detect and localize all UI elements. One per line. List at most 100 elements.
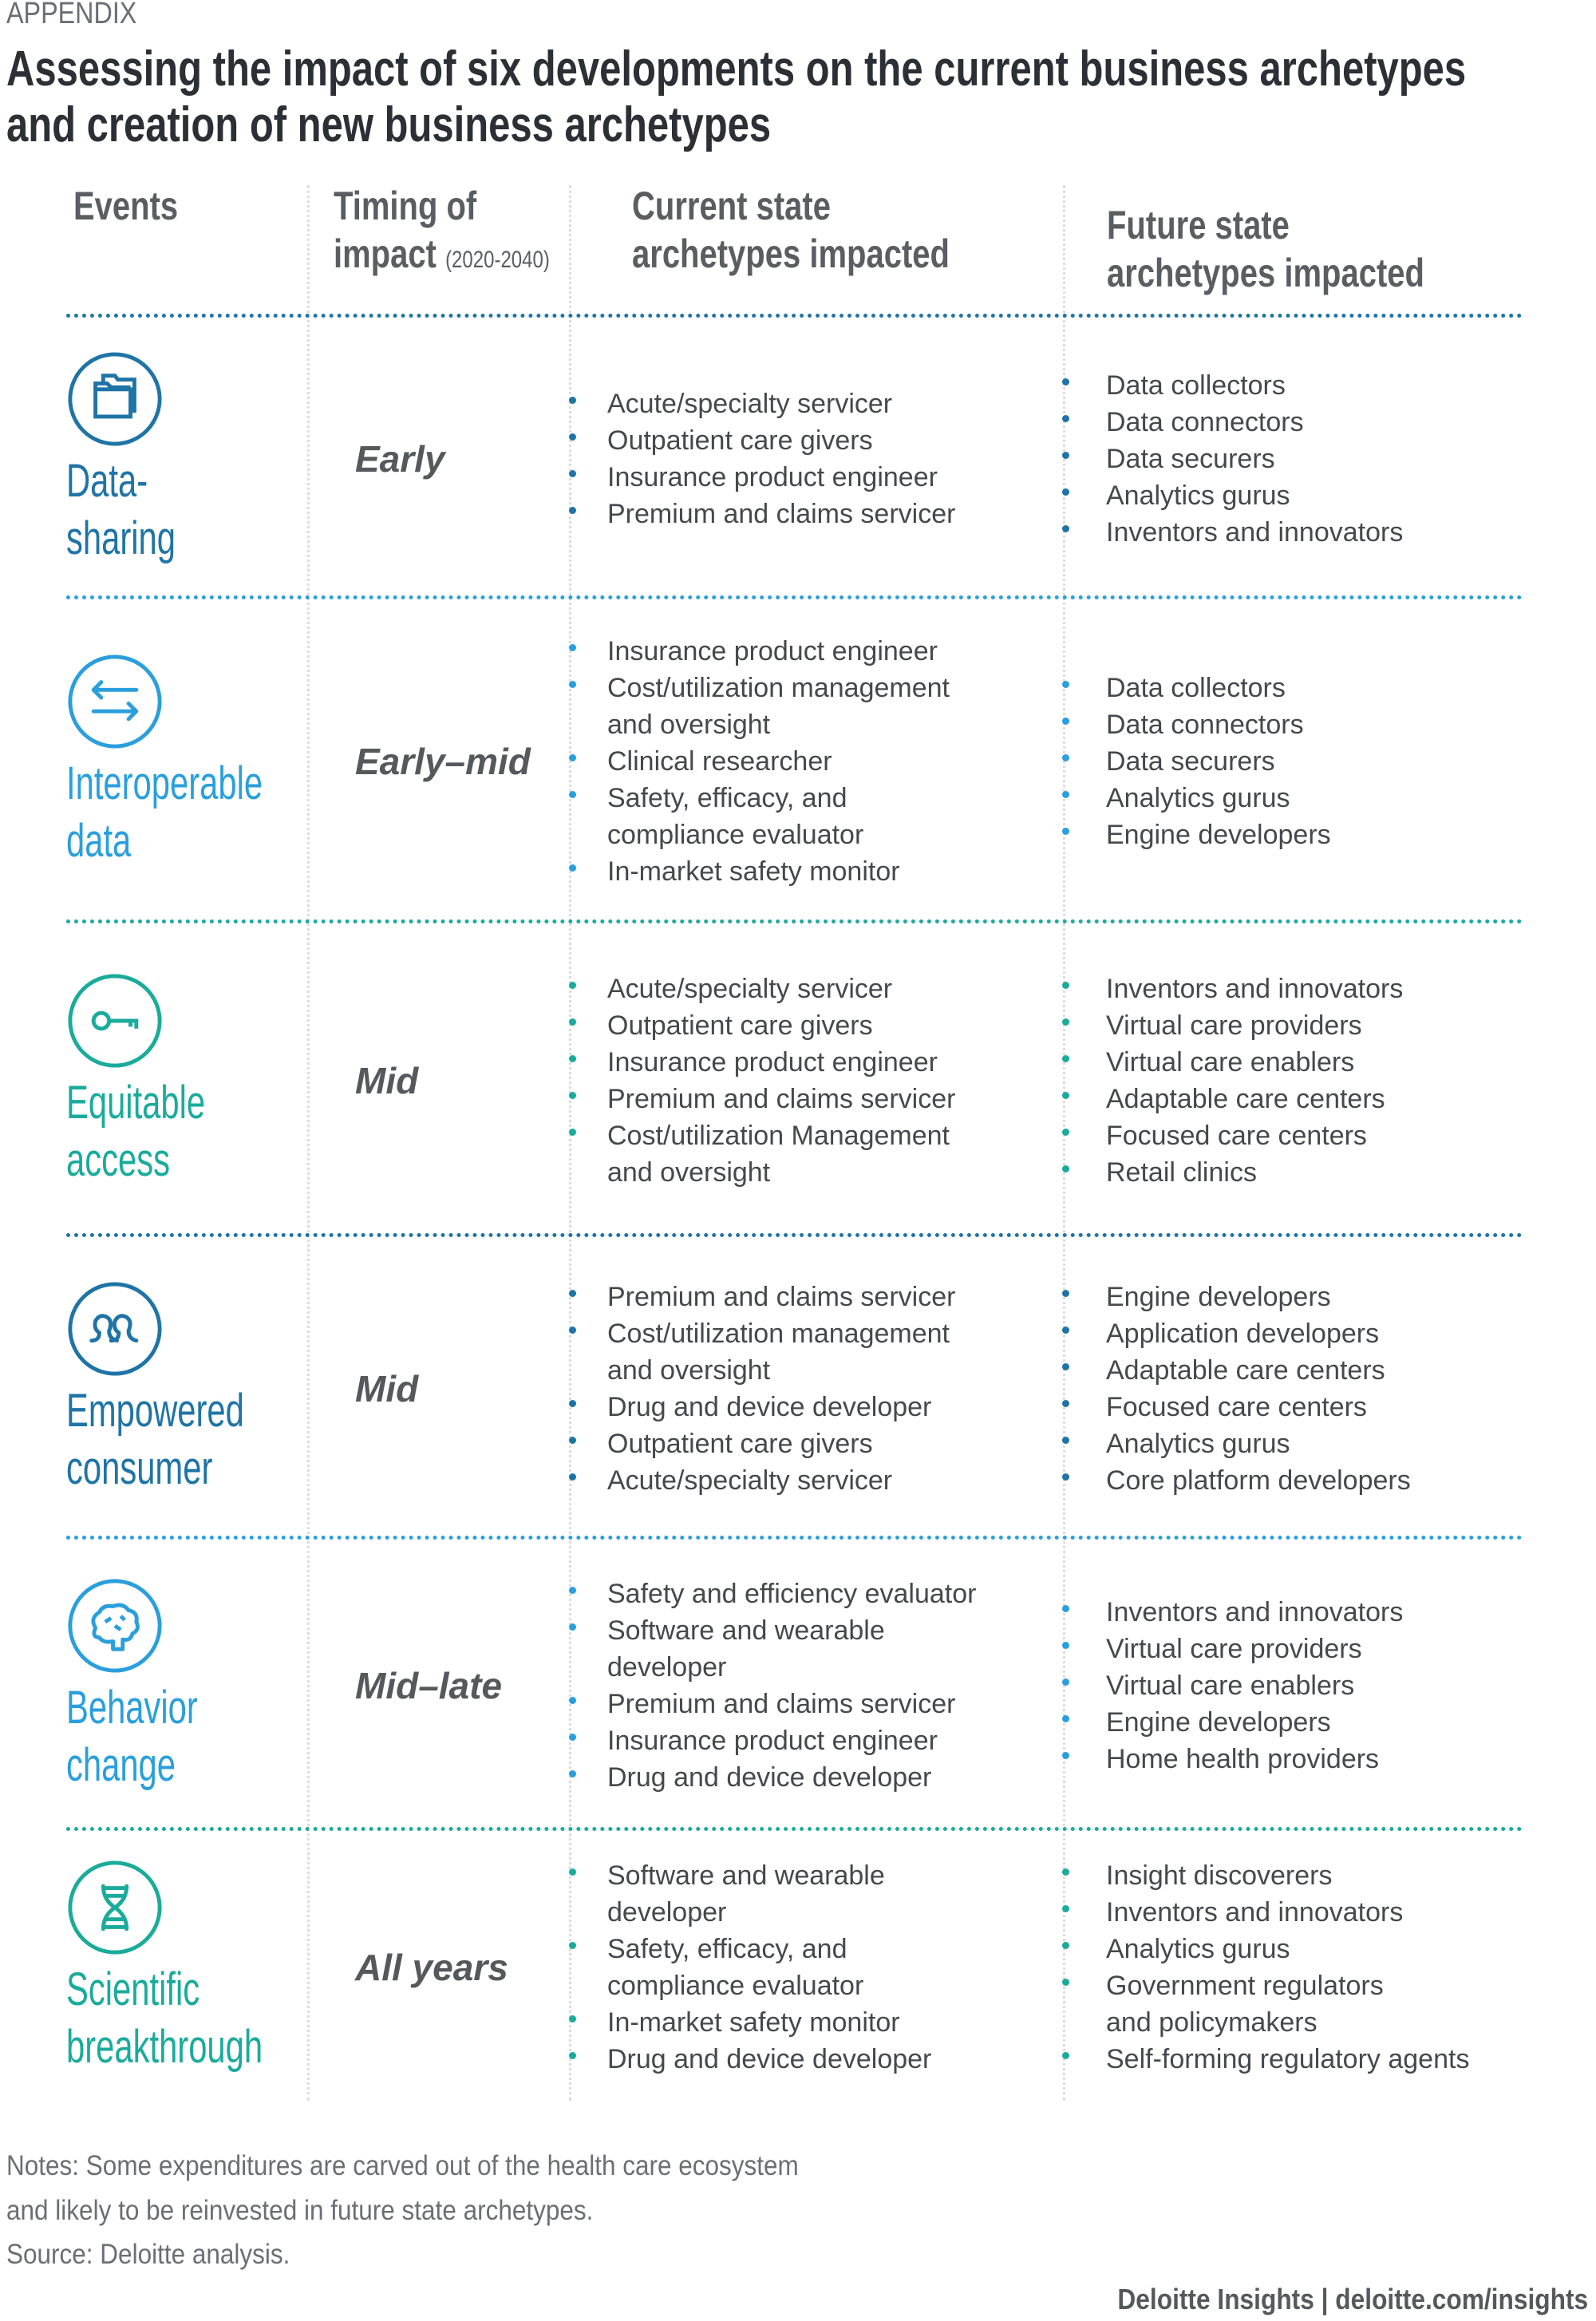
archetype-text: Inventors and innovators — [1106, 1596, 1404, 1627]
bullet-icon — [1062, 1604, 1069, 1612]
archetype-text: Application developers — [1106, 1318, 1380, 1349]
event-cell: Data- sharing — [66, 318, 298, 599]
list-item: Acute/specialty servicer — [569, 386, 1064, 422]
list-item: Application developers — [1062, 1315, 1541, 1352]
bullet-icon — [1062, 1473, 1069, 1481]
bullet-icon — [569, 506, 576, 514]
list-item: Inventors and innovators — [1062, 1594, 1541, 1631]
archetype-text: Insurance product engineer — [607, 1725, 938, 1756]
current-archetypes-list: Acute/specialty servicer Outpatient care … — [569, 386, 1064, 532]
archetype-text: Analytics gurus — [1106, 1428, 1290, 1459]
archetype-text: Engine developers — [1106, 1281, 1331, 1312]
future-archetypes-cell: Data collectors Data connectors Data secur… — [1062, 318, 1541, 599]
list-item: Virtual care enablers — [1062, 1044, 1541, 1081]
bullet-icon — [569, 981, 576, 989]
bullet-icon — [1062, 1326, 1069, 1334]
archetype-text: Inventors and innovators — [1106, 973, 1404, 1004]
future-archetypes-list: Engine developers Application developers A… — [1062, 1279, 1541, 1499]
header-timing: Timing of impact (2020-2040) — [334, 182, 604, 284]
timing-cell: All years — [355, 1831, 595, 2103]
current-archetypes-cell: Safety and efficiency evaluator Software … — [569, 1540, 1064, 1831]
archetype-text: Data collectors — [1106, 673, 1286, 703]
header-text: Events — [73, 184, 179, 228]
list-item: Outpatient care givers — [569, 1425, 1064, 1462]
list-item: Government regulators and policymakers — [1062, 1967, 1541, 2041]
event-name: Data- sharing — [66, 454, 176, 564]
header-text: impact (2020-2040) — [334, 230, 550, 284]
archetype-text: Clinical researcher — [607, 746, 832, 777]
timing-value: All years — [355, 1946, 508, 1988]
future-archetypes-cell: Data collectors Data connectors Data secur… — [1062, 599, 1541, 923]
archetype-text: Acute/specialty servicer — [607, 973, 893, 1004]
archetype-text: Engine developers — [1106, 820, 1331, 850]
bullet-icon — [569, 1091, 576, 1099]
bullet-icon — [1062, 1751, 1069, 1759]
list-item: Cost/utilization management and oversigh… — [569, 670, 1064, 743]
archetype-text: Analytics gurus — [1106, 480, 1290, 511]
archetype-text: Safety and efficiency evaluator — [607, 1578, 977, 1609]
bullet-icon — [1062, 451, 1069, 459]
event-cell: Behavior change — [66, 1540, 298, 1831]
bullet-icon — [569, 1399, 576, 1407]
list-item: Safety, efficacy, and compliance evaluat… — [569, 1931, 1064, 2004]
bullet-icon — [569, 864, 576, 872]
table-row: Data- sharing Early Acute/specialty servic… — [66, 314, 1523, 599]
future-archetypes-cell: Insight discoverers Inventors and innovat… — [1062, 1831, 1541, 2103]
archetype-text: Government regulators and policymakers — [1106, 1970, 1384, 2038]
list-item: Acute/specialty servicer — [569, 1462, 1064, 1499]
future-archetypes-cell: Inventors and innovators Virtual care pro… — [1062, 923, 1541, 1237]
archetype-text: Insight discoverers — [1106, 1860, 1333, 1891]
bullet-icon — [569, 754, 576, 761]
event-cell: Empowered consumer — [66, 1237, 298, 1540]
future-archetypes-list: Inventors and innovators Virtual care pro… — [1062, 1594, 1541, 1777]
timing-cell: Mid — [355, 1237, 595, 1540]
list-item: Insurance product engineer — [569, 633, 1064, 670]
list-item: Data securers — [1062, 441, 1541, 477]
archetype-text: Outpatient care givers — [607, 1428, 873, 1459]
current-archetypes-cell: Premium and claims servicer Cost/utilizat… — [569, 1237, 1064, 1540]
event-label: Interoperable data — [66, 755, 298, 870]
archetype-text: Safety, efficacy, and compliance evaluat… — [607, 1933, 864, 2001]
bullet-icon — [569, 469, 576, 477]
event-cell: Scientific breakthrough — [66, 1831, 298, 2103]
bullet-icon — [569, 2015, 576, 2022]
archetype-text: Retail clinics — [1106, 1157, 1257, 1188]
list-item: Premium and claims servicer — [569, 1279, 1064, 1315]
column-divider — [1063, 185, 1065, 2101]
list-item: Inventors and innovators — [1062, 971, 1541, 1007]
bullet-icon — [1062, 488, 1069, 496]
timing-cell: Mid — [355, 923, 595, 1237]
archetype-text: Data connectors — [1106, 710, 1304, 740]
bullet-icon — [1062, 1399, 1069, 1407]
list-item: Software and wearable developer — [569, 1857, 1064, 1931]
list-item: Drug and device developer — [569, 1389, 1064, 1425]
archetype-text: Software and wearable developer — [607, 1860, 885, 1928]
archetype-text: Data securers — [1106, 443, 1275, 474]
header-text: archetypes impacted — [632, 231, 950, 276]
archetype-text: Premium and claims servicer — [607, 1281, 956, 1312]
event-name: Empowered consumer — [66, 1384, 244, 1494]
archetype-text: Acute/specialty servicer — [607, 1465, 893, 1496]
table-row: Scientific breakthrough All years Software… — [66, 1827, 1523, 2103]
list-item: Outpatient care givers — [569, 422, 1064, 459]
appendix-text: APPENDIX — [6, 0, 137, 30]
list-item: Adaptable care centers — [1062, 1081, 1541, 1117]
archetype-text: Premium and claims servicer — [607, 1688, 956, 1719]
future-archetypes-list: Data collectors Data connectors Data secur… — [1062, 670, 1541, 853]
current-archetypes-cell: Software and wearable developer Safety, e… — [569, 1831, 1064, 2103]
header-text: Current state — [632, 184, 831, 228]
header-text: Timing of — [334, 184, 477, 228]
event-name: Equitable access — [66, 1076, 206, 1186]
list-item: Core platform developers — [1062, 1462, 1541, 1499]
archetype-text: Focused care centers — [1106, 1120, 1367, 1151]
archetype-text: In-market safety monitor — [607, 856, 900, 887]
timing-value: Mid — [355, 1059, 419, 1101]
credit-text: Deloitte Insights | deloitte.com/insight… — [1117, 2283, 1588, 2315]
archetype-text: Analytics gurus — [1106, 1933, 1290, 1964]
timing-value: Mid–late — [355, 1664, 503, 1706]
source-text: Source: Deloitte analysis. — [6, 2239, 290, 2270]
archetype-text: Outpatient care givers — [607, 1010, 873, 1041]
archetype-text: Focused care centers — [1106, 1391, 1367, 1422]
table-row: Behavior change Mid–late Safety and effici… — [66, 1536, 1523, 1831]
future-archetypes-cell: Inventors and innovators Virtual care pro… — [1062, 1540, 1541, 1831]
